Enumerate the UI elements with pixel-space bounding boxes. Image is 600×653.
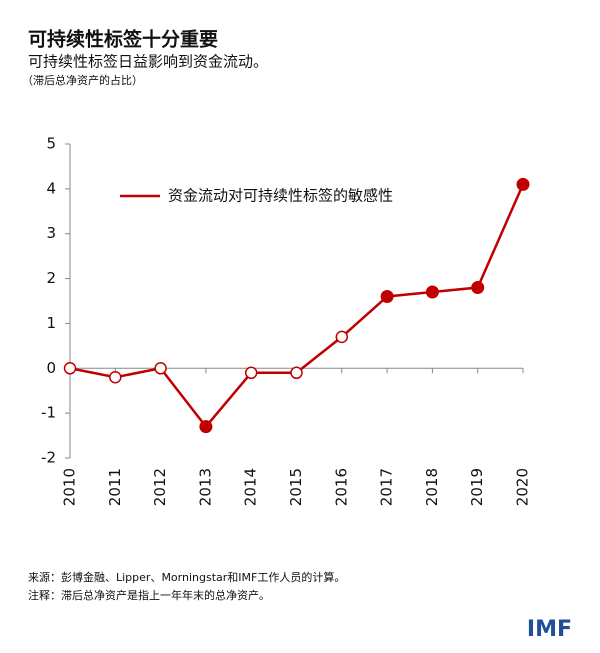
data-point xyxy=(199,420,213,434)
data-point xyxy=(244,366,258,380)
data-point xyxy=(335,330,349,344)
x-tick-label: 2018 xyxy=(423,468,441,506)
data-point xyxy=(109,371,122,384)
chart-note: （滞后总净资产的占比） xyxy=(22,73,143,87)
y-tick-label: 3 xyxy=(46,224,56,242)
x-tick-label: 2019 xyxy=(468,468,486,506)
data-point xyxy=(290,366,303,380)
x-tick-label: 2011 xyxy=(106,468,124,506)
data-point xyxy=(471,281,485,295)
data-point xyxy=(63,362,77,375)
x-tick-label: 2012 xyxy=(151,468,169,506)
chart-subtitle: 可持续性标签日益影响到资金流动。 xyxy=(28,53,268,71)
y-tick-label: 4 xyxy=(46,179,56,197)
x-tick-label: 2020 xyxy=(514,468,532,506)
y-tick-label: -2 xyxy=(41,449,56,467)
series-line xyxy=(69,183,525,429)
x-tick-label: 2014 xyxy=(242,468,260,506)
y-tick-label: 5 xyxy=(46,135,56,153)
footnote: 注释：滞后总净资产是指上一年年末的总净资产。 xyxy=(28,588,270,602)
y-tick-label: 0 xyxy=(46,359,56,377)
y-tick-label: 1 xyxy=(46,314,56,332)
data-point xyxy=(380,290,394,304)
data-point xyxy=(425,285,439,299)
y-tick-label: -1 xyxy=(41,404,56,422)
x-tick-label: 2015 xyxy=(287,468,305,506)
source: 来源：彭博金融、Lipper、Morningstar和IMF工作人员的计算。 xyxy=(28,570,345,584)
x-tick-label: 2017 xyxy=(378,468,396,506)
data-point xyxy=(154,362,167,375)
x-tick-label: 2013 xyxy=(196,468,214,506)
legend-label: 资金流动对可持续性标签的敏感性 xyxy=(168,187,393,205)
chart-title: 可持续性标签十分重要 xyxy=(28,28,218,51)
x-tick-label: 2016 xyxy=(332,468,350,506)
x-tick-label: 2010 xyxy=(61,468,79,506)
logo: IMF xyxy=(527,617,572,642)
y-tick-label: 2 xyxy=(46,269,56,287)
data-point xyxy=(516,177,530,191)
